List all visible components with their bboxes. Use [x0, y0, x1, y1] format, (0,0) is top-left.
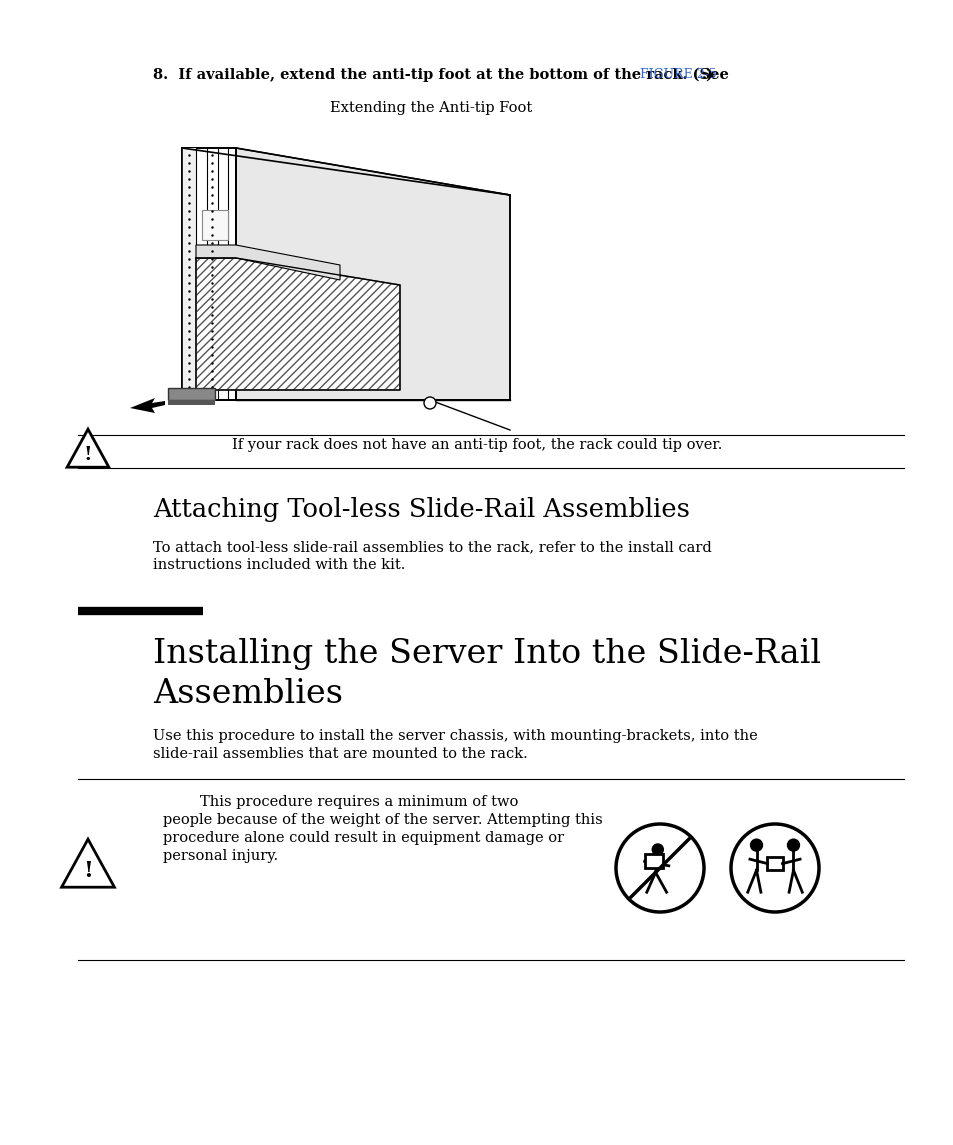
Polygon shape: [168, 400, 214, 405]
Text: Installing the Server Into the Slide-Rail: Installing the Server Into the Slide-Rai…: [152, 638, 820, 670]
Bar: [182, 148, 195, 400]
Bar: [766, 856, 782, 870]
Polygon shape: [130, 398, 165, 413]
Circle shape: [423, 397, 436, 409]
Text: personal injury.: personal injury.: [162, 848, 277, 863]
Text: 8.  If available, extend the anti-tip foot at the bottom of the rack. (See: 8. If available, extend the anti-tip foo…: [152, 68, 733, 82]
Bar: [202, 210, 228, 240]
Polygon shape: [62, 839, 114, 887]
Polygon shape: [195, 258, 399, 390]
Circle shape: [616, 824, 703, 913]
Circle shape: [750, 839, 761, 851]
Text: If your rack does not have an anti-tip foot, the rack could tip over.: If your rack does not have an anti-tip f…: [232, 439, 721, 452]
Circle shape: [787, 839, 798, 851]
Text: Assemblies: Assemblies: [152, 678, 342, 710]
Text: !: !: [83, 860, 92, 882]
Text: To attach tool-less slide-rail assemblies to the rack, refer to the install card: To attach tool-less slide-rail assemblie…: [152, 540, 711, 554]
Text: people because of the weight of the server. Attempting this: people because of the weight of the serv…: [162, 813, 601, 827]
Circle shape: [730, 824, 818, 913]
Text: .): .): [700, 68, 713, 82]
Bar: [182, 148, 235, 400]
Bar: [644, 854, 662, 868]
Polygon shape: [67, 429, 109, 467]
Text: Extending the Anti-tip Foot: Extending the Anti-tip Foot: [330, 101, 532, 114]
Text: procedure alone could result in equipment damage or: procedure alone could result in equipmen…: [162, 831, 563, 845]
Polygon shape: [195, 245, 339, 281]
Text: Use this procedure to install the server chassis, with mounting-brackets, into t: Use this procedure to install the server…: [152, 729, 757, 743]
Text: Attaching Tool-less Slide-Rail Assemblies: Attaching Tool-less Slide-Rail Assemblie…: [152, 497, 689, 522]
Polygon shape: [235, 148, 510, 400]
Text: This procedure requires a minimum of two: This procedure requires a minimum of two: [162, 795, 517, 810]
Text: !: !: [84, 447, 92, 464]
Text: instructions included with the kit.: instructions included with the kit.: [152, 558, 405, 572]
Text: FIGURE 2-5: FIGURE 2-5: [639, 68, 716, 81]
Text: slide-rail assemblies that are mounted to the rack.: slide-rail assemblies that are mounted t…: [152, 747, 527, 761]
Circle shape: [652, 845, 662, 854]
Polygon shape: [168, 388, 214, 400]
